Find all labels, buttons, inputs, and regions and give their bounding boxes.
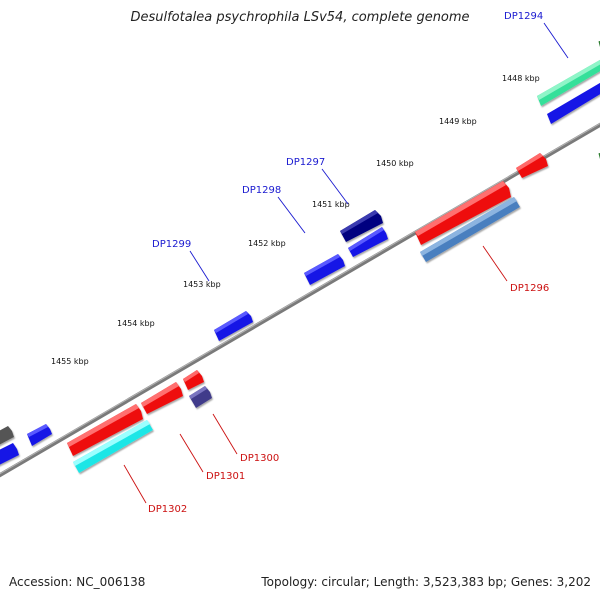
gene-left-grey[interactable] xyxy=(0,426,14,447)
callout-DP1302 xyxy=(123,464,147,504)
label-DP1298[interactable]: DP1298 xyxy=(242,185,281,196)
gene-DP1296[interactable] xyxy=(420,197,520,262)
gene-left-blue[interactable] xyxy=(27,424,52,446)
callout-DP1300 xyxy=(212,413,238,455)
scale-label-1448: 1448 kbp xyxy=(502,74,540,83)
gene-DP1297[interactable] xyxy=(340,210,383,242)
accession-text: Accession: NC_006138 xyxy=(9,575,146,589)
callout-DP1296 xyxy=(482,245,508,282)
gene-blue-edge[interactable] xyxy=(547,80,600,124)
gene-red-small-top[interactable] xyxy=(516,153,548,178)
label-DP1301[interactable]: DP1301 xyxy=(206,471,245,482)
reverse-strand-genes xyxy=(67,153,548,473)
label-DP1297[interactable]: DP1297 xyxy=(286,157,325,168)
gene-DP1302[interactable] xyxy=(73,420,153,473)
scale-label-1451: 1451 kbp xyxy=(312,200,350,209)
gene-red-large-left[interactable] xyxy=(67,404,143,456)
genome-summary-text: Topology: circular; Length: 3,523,383 bp… xyxy=(261,575,591,589)
gene-DP1300[interactable] xyxy=(189,386,212,408)
scale-label-1453: 1453 kbp xyxy=(183,280,221,289)
scale-label-1455: 1455 kbp xyxy=(51,357,89,366)
gene-red-large-top[interactable] xyxy=(415,181,511,245)
gene-DP1294[interactable] xyxy=(537,57,600,106)
scale-label-1454: 1454 kbp xyxy=(117,319,155,328)
scale-labels: 1448 kbp 1449 kbp 1450 kbp 1451 kbp 1452… xyxy=(51,74,540,366)
label-DP1302[interactable]: DP1302 xyxy=(148,504,187,515)
gene-DP1297-adjacent[interactable] xyxy=(348,227,388,257)
scale-label-1452: 1452 kbp xyxy=(248,239,286,248)
label-DP1296[interactable]: DP1296 xyxy=(510,283,549,294)
callout-DP1298 xyxy=(277,196,306,234)
forward-strand-genes xyxy=(0,57,600,467)
callout-DP1297 xyxy=(321,168,349,205)
scale-label-1450: 1450 kbp xyxy=(376,159,414,168)
label-DP1300[interactable]: DP1300 xyxy=(240,453,279,464)
gene-red-small-mid[interactable] xyxy=(183,370,204,390)
callout-DP1294 xyxy=(543,22,569,59)
callout-lines xyxy=(123,22,569,504)
callout-DP1299 xyxy=(189,250,210,282)
label-DP1299[interactable]: DP1299 xyxy=(152,239,191,250)
gene-DP1298[interactable] xyxy=(304,254,345,285)
gene-labels: DP1294 DP1297 DP1298 DP1299 DP1296 DP130… xyxy=(148,11,549,515)
gene-DP1299[interactable] xyxy=(214,311,253,341)
callout-DP1301 xyxy=(179,433,204,473)
scale-label-1449: 1449 kbp xyxy=(439,117,477,126)
genome-backbone xyxy=(0,122,600,478)
label-DP1294[interactable]: DP1294 xyxy=(504,11,543,22)
gene-DP1301[interactable] xyxy=(141,382,183,414)
gene-left-blue-edge[interactable] xyxy=(0,443,19,467)
map-title: Desulfotalea psychrophila LSv54, complet… xyxy=(130,10,470,25)
genome-backbone-highlight xyxy=(0,122,600,475)
